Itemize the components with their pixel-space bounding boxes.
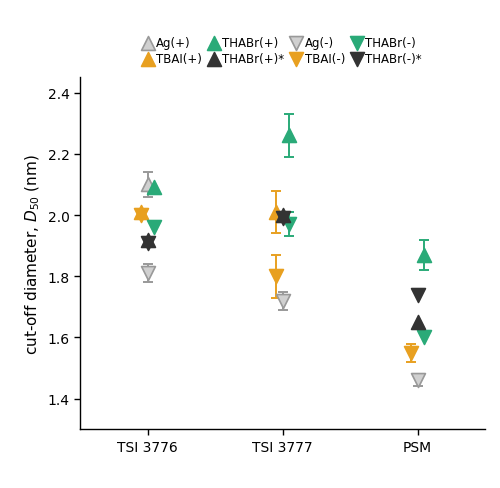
Point <box>285 132 293 140</box>
Point <box>414 291 422 299</box>
Point <box>272 273 280 281</box>
Point <box>278 212 286 220</box>
Point <box>144 270 152 278</box>
Point <box>137 212 145 220</box>
Point <box>144 239 152 247</box>
Point <box>144 181 152 189</box>
Point <box>278 297 286 305</box>
Y-axis label: cut-off diameter, $D_{50}$ (nm): cut-off diameter, $D_{50}$ (nm) <box>24 154 42 354</box>
Point <box>414 319 422 326</box>
Point <box>285 221 293 229</box>
Point <box>420 334 428 342</box>
Point <box>150 184 158 192</box>
Point <box>420 251 428 259</box>
Point <box>272 208 280 216</box>
Point <box>414 377 422 385</box>
Point <box>150 224 158 232</box>
Point <box>144 236 152 244</box>
Point <box>278 215 286 223</box>
Point <box>407 349 415 357</box>
Point <box>137 208 145 216</box>
Legend: Ag(+), TBAI(+), THABr(+), THABr(+)*, Ag(-), TBAI(-), THABr(-), THABr(-)*: Ag(+), TBAI(+), THABr(+), THABr(+)*, Ag(… <box>141 35 424 69</box>
